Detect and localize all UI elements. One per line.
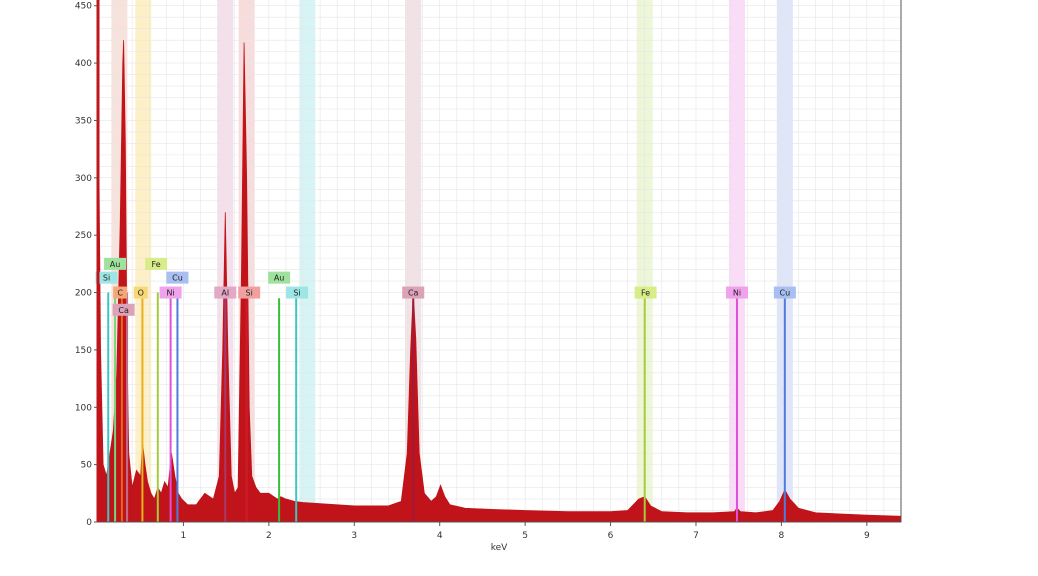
peak-label-o: O bbox=[138, 289, 144, 298]
peak-label-au: Au bbox=[110, 260, 121, 269]
y-tick-label: 300 bbox=[75, 174, 92, 184]
grid bbox=[98, 0, 902, 522]
peak-label-ni-bg bbox=[725, 286, 748, 299]
y-tick-label: 50 bbox=[81, 461, 93, 471]
peak-label-ca-bg bbox=[402, 286, 425, 299]
peak-label-ca-bg bbox=[112, 303, 135, 316]
x-tick-label: 3 bbox=[351, 531, 357, 541]
y-tick-label: 400 bbox=[75, 59, 92, 69]
peak-label-au: Au bbox=[274, 274, 285, 283]
peak-label-c-bg bbox=[113, 286, 128, 299]
peak-label-fe: Fe bbox=[641, 289, 650, 298]
axes: 1 2 3 4 5 6 7 8 9 0 50 100 150 200 250 300 350 400 450 bbox=[75, 0, 902, 541]
spectrum-area bbox=[97, 40, 902, 523]
spectrum-layer bbox=[97, 40, 902, 523]
peak-label-si: Si bbox=[293, 289, 300, 298]
peak-label-ca: Ca bbox=[118, 306, 129, 315]
peak-label-si: Si bbox=[246, 289, 253, 298]
peak-label-ca: Ca bbox=[408, 289, 419, 298]
y-tick-label: 100 bbox=[75, 403, 92, 413]
x-axis-title: keV bbox=[491, 543, 508, 553]
x-tick-label: 6 bbox=[608, 531, 614, 541]
y-tick-label: 250 bbox=[75, 231, 92, 241]
peak-label-c: C bbox=[117, 289, 123, 298]
highlight-band-8 bbox=[776, 0, 793, 522]
y-tick-label: 150 bbox=[75, 346, 92, 356]
x-tick-label: 5 bbox=[522, 531, 528, 541]
highlight-band-4 bbox=[299, 0, 316, 522]
element-lines bbox=[107, 292, 786, 522]
peak-label-al: Al bbox=[221, 289, 229, 298]
y-tick-label: 350 bbox=[75, 116, 92, 126]
y-tick-label: 450 bbox=[75, 2, 92, 12]
peak-label-fe: Fe bbox=[152, 260, 161, 269]
x-tick-label: 9 bbox=[864, 531, 870, 541]
peak-label-si-bg bbox=[238, 286, 261, 299]
y-tick-label: 0 bbox=[86, 518, 92, 528]
peak-label-fe-bg bbox=[634, 286, 657, 299]
peak-label-cu-bg bbox=[166, 271, 189, 284]
peak-label-si-bg bbox=[286, 286, 309, 299]
peak-label-au-bg bbox=[268, 271, 291, 284]
x-tick-label: 4 bbox=[437, 531, 443, 541]
peak-label-al-bg bbox=[214, 286, 237, 299]
peak-label-cu-bg bbox=[773, 286, 796, 299]
peak-label-cu: Cu bbox=[172, 274, 183, 283]
peak-label-fe-bg bbox=[145, 257, 168, 270]
peak-label-au-bg bbox=[104, 257, 127, 270]
x-tick-label: 2 bbox=[266, 531, 272, 541]
highlight-band-7 bbox=[728, 0, 745, 522]
peak-label-ni-bg bbox=[159, 286, 182, 299]
x-tick-label: 1 bbox=[181, 531, 187, 541]
peak-label-o-bg bbox=[133, 286, 148, 299]
peak-label-si-bg bbox=[95, 271, 118, 284]
peak-label-cu: Cu bbox=[779, 289, 790, 298]
y-tick-label: 200 bbox=[75, 289, 92, 299]
peak-label-si: Si bbox=[103, 274, 110, 283]
x-tick-label: 7 bbox=[693, 531, 699, 541]
peak-label-ni: Ni bbox=[733, 289, 741, 298]
peak-label-ni: Ni bbox=[167, 289, 175, 298]
x-tick-label: 8 bbox=[779, 531, 785, 541]
highlight-band-1 bbox=[135, 0, 152, 522]
